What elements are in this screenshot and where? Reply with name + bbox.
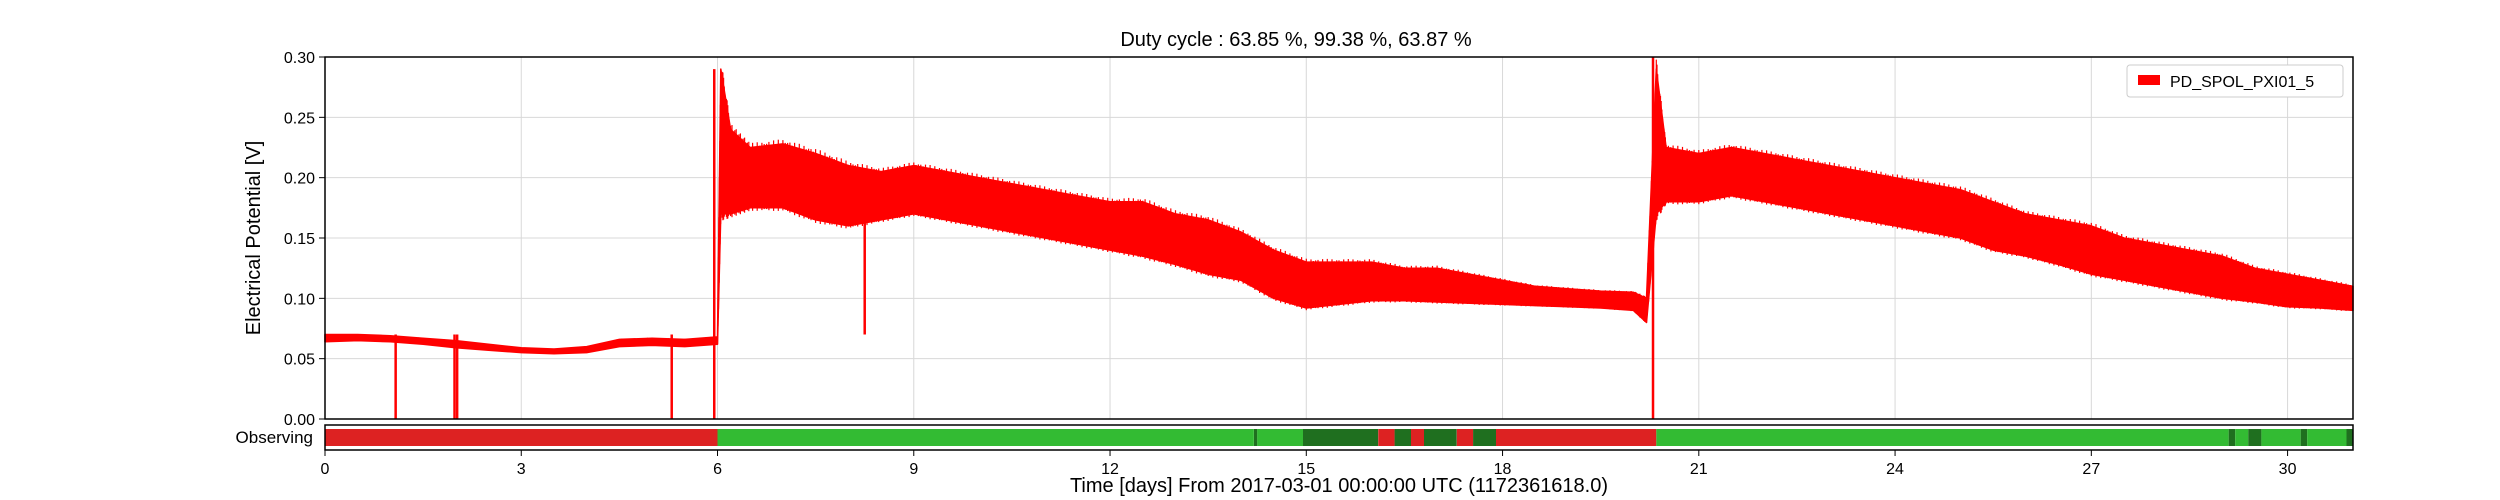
segment-on: [2307, 429, 2347, 446]
segment-on: [2235, 429, 2249, 446]
legend: PD_SPOL_PXI01_5: [2126, 64, 2344, 98]
x-tick-label: 0: [321, 461, 330, 478]
segment-on: [2261, 429, 2301, 446]
segment-flag: [1254, 429, 1258, 446]
y-axis-label: Electrical Potential [V]: [243, 141, 265, 336]
segment-bar: [325, 429, 2353, 446]
chart-title: Duty cycle : 63.85 %, 99.38 %, 63.87 %: [1120, 29, 1472, 51]
segments-label: Observing: [236, 428, 313, 447]
segment-flag: [2300, 429, 2308, 446]
x-tick-label: 9: [909, 461, 918, 478]
segment-flag: [1303, 429, 1379, 446]
x-tick-label: 6: [713, 461, 722, 478]
x-tick-label: 15: [1297, 461, 1315, 478]
x-tick-label: 30: [2279, 461, 2297, 478]
segment-off: [1496, 429, 1657, 446]
segment-flag: [1473, 429, 1496, 446]
x-tick-label: 24: [1886, 461, 1904, 478]
legend-label: PD_SPOL_PXI01_5: [2170, 74, 2314, 91]
segment-off: [1378, 429, 1395, 446]
x-axis-label: Time [days] From 2017-03-01 00:00:00 UTC…: [1070, 475, 1608, 497]
x-tick-label: 21: [1690, 461, 1708, 478]
segment-on: [717, 429, 1254, 446]
segment-off: [1411, 429, 1425, 446]
x-axis: 0 3 6 9 12 15 18 21 24 27 30: [321, 450, 2297, 478]
x-tick-label: 12: [1101, 461, 1119, 478]
y-tick-label: 0.10: [284, 291, 315, 308]
legend-swatch: [2138, 75, 2160, 85]
segment-frame: [324, 424, 2354, 451]
x-tick-label: 18: [1494, 461, 1512, 478]
y-tick-label: 0.05: [284, 352, 315, 369]
segment-flag: [1394, 429, 1411, 446]
y-tick-label: 0.15: [284, 231, 315, 248]
segment-on: [1656, 429, 2229, 446]
y-tick-label: 0.25: [284, 110, 315, 127]
x-tick-label: 27: [2082, 461, 2100, 478]
segment-flag: [2248, 429, 2262, 446]
legend-box: [2126, 64, 2344, 98]
plot-area: [324, 57, 2354, 419]
y-tick-label: 0.00: [284, 412, 315, 429]
segment-flag: [1424, 429, 1457, 446]
y-tick-label: 0.30: [284, 50, 315, 67]
segment-off: [1456, 429, 1474, 446]
segment-flag: [2228, 429, 2236, 446]
segment-on: [1257, 429, 1303, 446]
y-tick-label: 0.20: [284, 171, 315, 188]
x-tick-label: 3: [517, 461, 526, 478]
segment-off: [325, 429, 718, 446]
segment-flag: [2346, 429, 2353, 446]
y-axis: 0.00 0.05 0.10 0.15 0.20 0.25 0.30: [284, 50, 325, 429]
